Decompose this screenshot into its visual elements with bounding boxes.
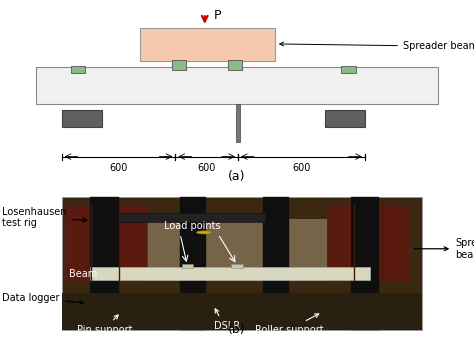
Text: 600: 600 xyxy=(109,163,128,173)
Text: Data logger: Data logger xyxy=(2,293,83,304)
Bar xyxy=(90,197,118,330)
Text: Pin support: Pin support xyxy=(76,315,132,335)
Bar xyxy=(263,197,289,330)
Bar xyxy=(62,110,102,127)
Bar xyxy=(182,264,193,268)
Bar xyxy=(231,264,243,268)
Ellipse shape xyxy=(197,231,211,234)
Text: Roller support: Roller support xyxy=(255,314,323,335)
Bar xyxy=(64,204,147,282)
Bar xyxy=(236,104,240,142)
Bar xyxy=(118,213,265,222)
Bar xyxy=(118,219,327,282)
Bar xyxy=(90,267,370,280)
Text: Spreader
beam: Spreader beam xyxy=(414,238,474,260)
Text: 600: 600 xyxy=(198,163,216,173)
Bar xyxy=(62,197,422,330)
Bar xyxy=(228,60,242,70)
Text: P: P xyxy=(213,9,221,22)
Text: Losenhausen
test rig: Losenhausen test rig xyxy=(2,207,87,228)
Text: 600: 600 xyxy=(292,163,310,173)
Bar xyxy=(172,60,186,70)
Text: Spreader beam: Spreader beam xyxy=(280,41,474,51)
Text: (a): (a) xyxy=(228,170,246,183)
Bar xyxy=(325,110,365,127)
Bar xyxy=(327,204,410,282)
Text: Beam: Beam xyxy=(69,269,97,279)
Text: (b): (b) xyxy=(228,323,246,336)
Bar xyxy=(36,67,438,104)
Bar xyxy=(140,28,275,61)
Text: DSLR
camera: DSLR camera xyxy=(209,309,246,338)
Text: Load points: Load points xyxy=(164,221,220,231)
Bar xyxy=(351,197,379,330)
Bar xyxy=(341,66,356,73)
Bar xyxy=(71,66,85,73)
Bar xyxy=(62,293,422,330)
Bar xyxy=(180,197,206,330)
